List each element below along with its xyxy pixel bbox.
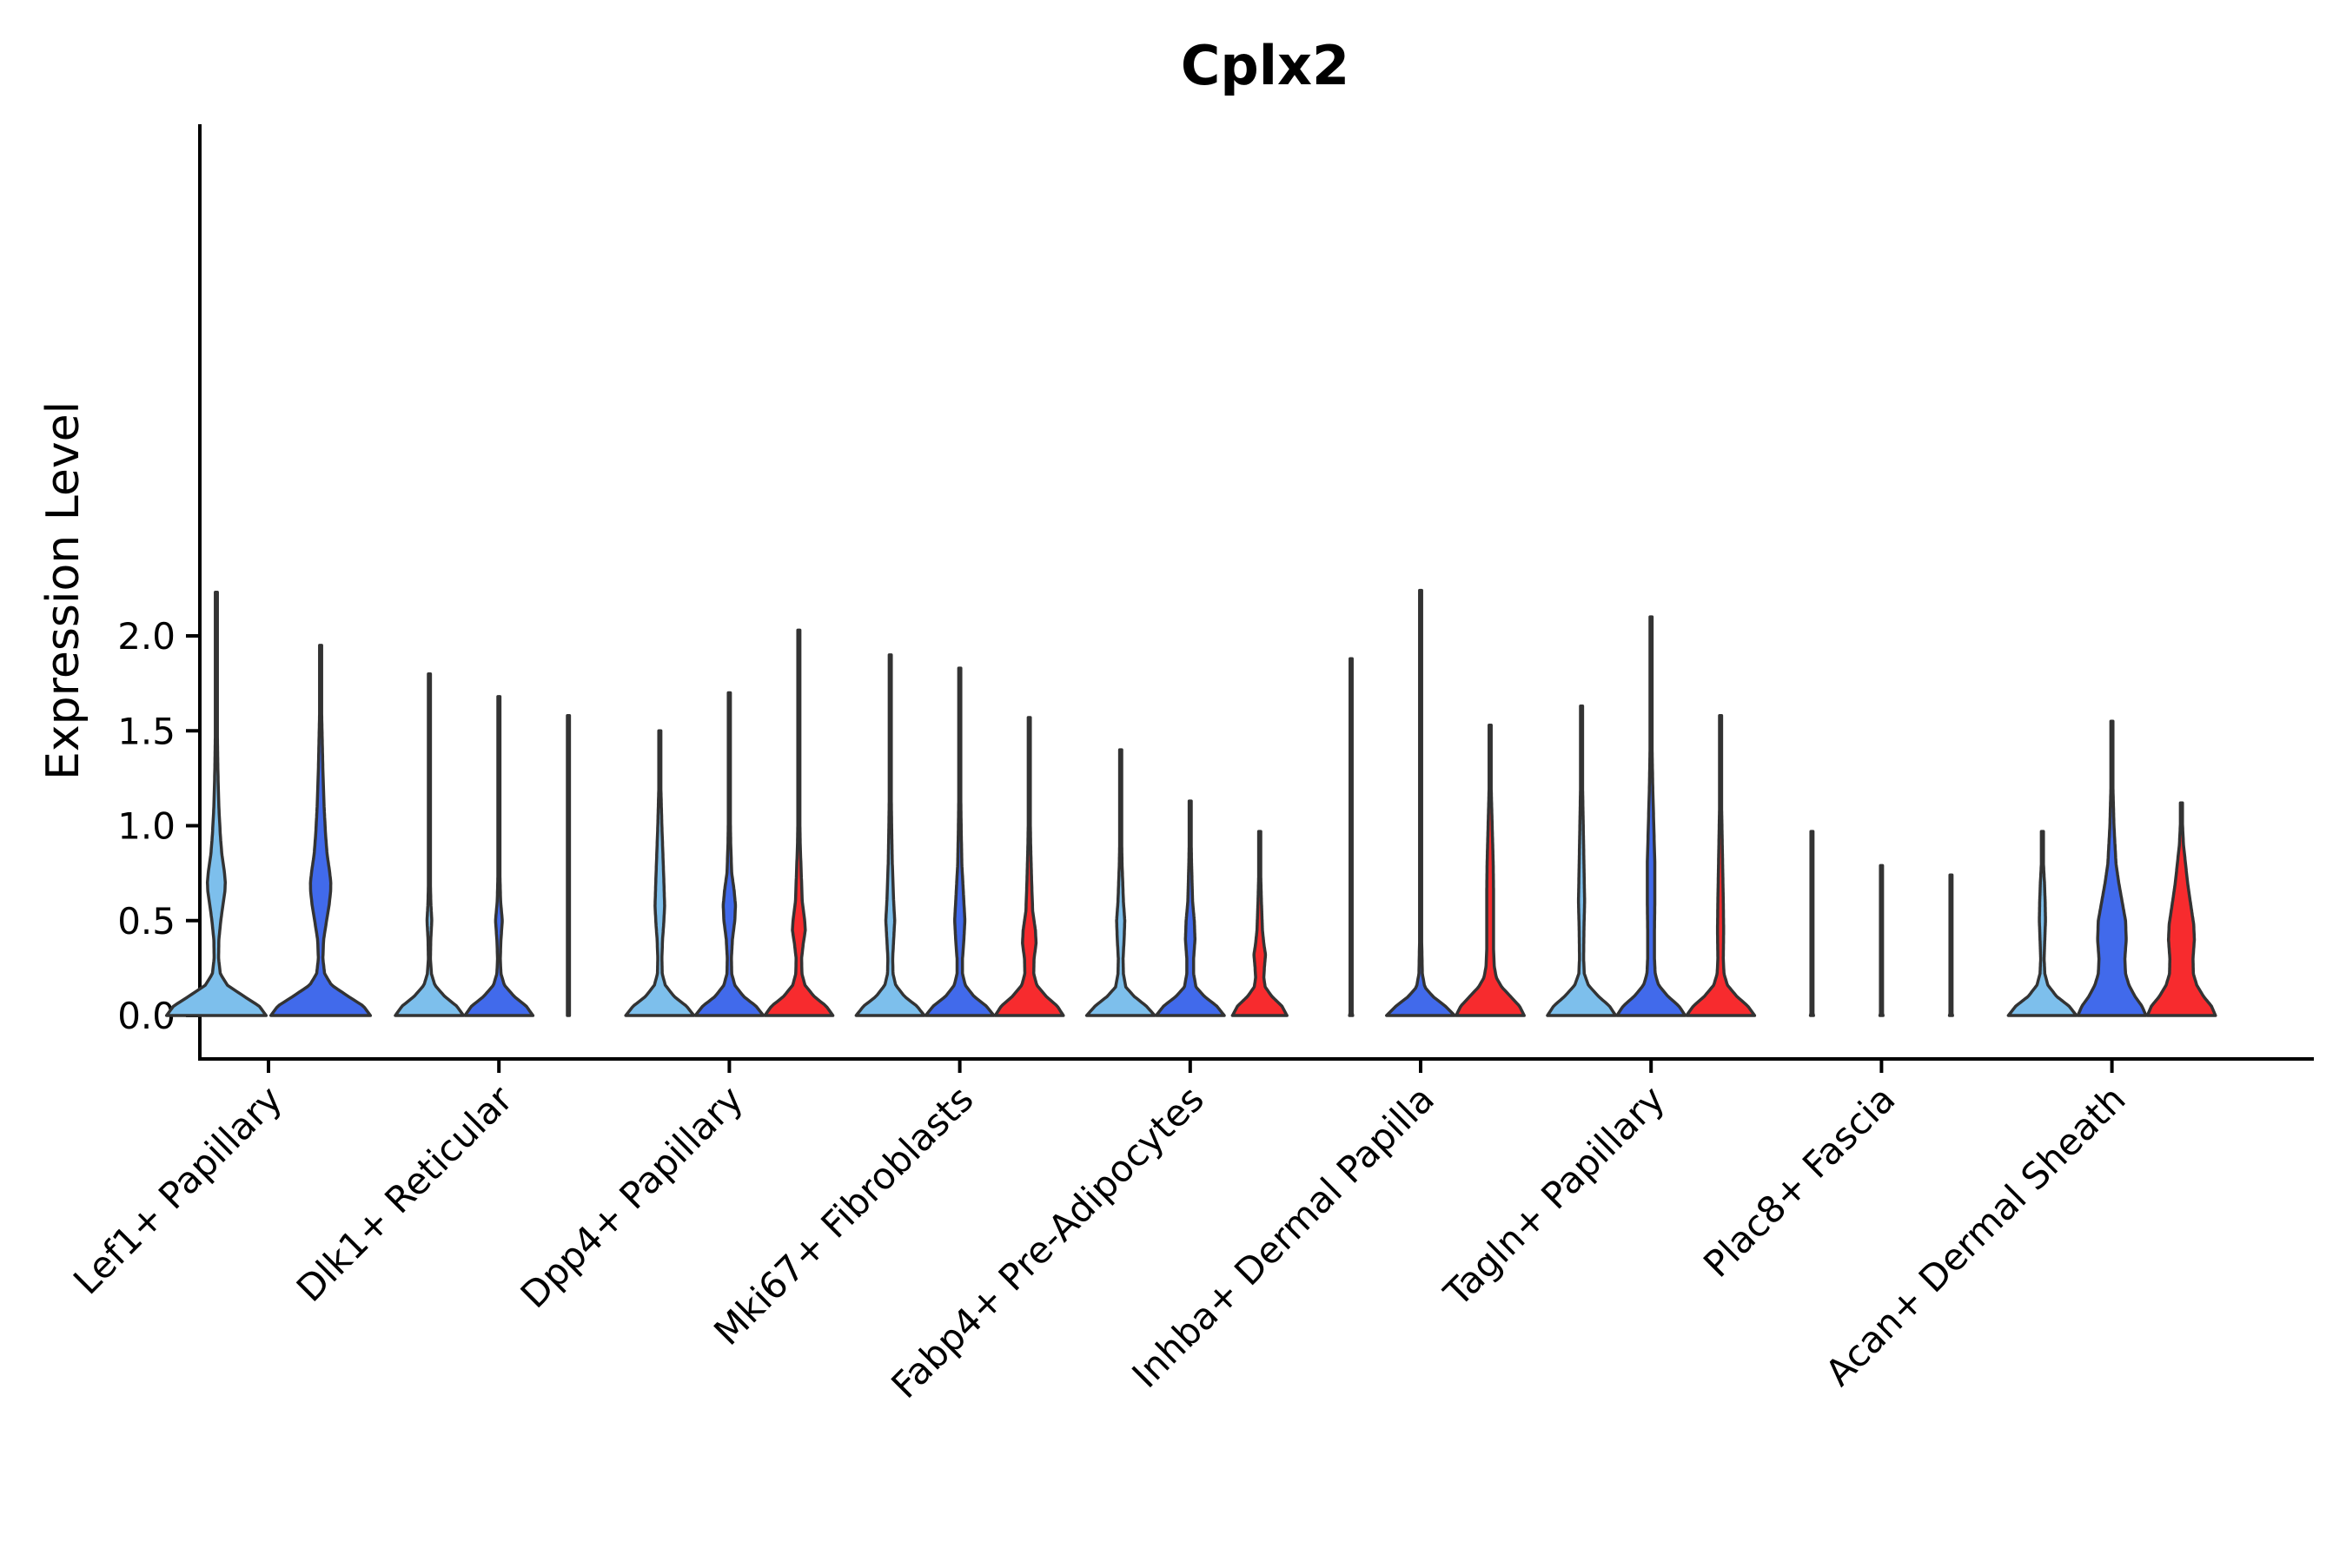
x-tick-label: Mki67+ Fibroblasts [706,1077,981,1353]
violin-acan-dermal-sheath-3 [2145,801,2217,1017]
violin-fabp4-pre-adipocytes-3 [1230,830,1289,1017]
violin-mki67-fibroblasts-1 [854,653,926,1017]
violin-fabp4-pre-adipocytes-1 [1084,748,1156,1017]
chart-title: Cplx2 [1181,34,1349,97]
violin-dlk1-reticular-3 [566,714,572,1017]
violin-fabp4-pre-adipocytes-2 [1154,799,1226,1017]
violin-mki67-fibroblasts-3 [993,716,1065,1017]
violin-dpp4-papillary-3 [763,628,835,1017]
violin-tagln-papillary-2 [1615,615,1687,1017]
violin-mki67-fibroblasts-2 [924,666,996,1017]
violin-inhba-dermal-papilla-1 [1348,657,1355,1017]
x-tick-label: Dlk1+ Reticular [288,1077,521,1310]
y-ticks: 0.00.51.01.52.0 [117,615,200,1037]
x-tick-label: Tagln+ Papillary [1435,1077,1673,1314]
violin-plac8-fascia-3 [1947,873,1954,1017]
x-tick-label: Lef1+ Papillary [65,1077,290,1302]
violin-lef1-papillary-2 [268,644,373,1017]
violin-tagln-papillary-3 [1685,714,1757,1017]
y-tick-label: 1.5 [117,710,176,752]
violin-acan-dermal-sheath-1 [2006,830,2078,1017]
y-tick-label: 0.5 [117,900,176,943]
violin-dlk1-reticular-2 [463,695,535,1017]
violin-inhba-dermal-papilla-3 [1455,723,1526,1017]
violin-lef1-papillary-1 [164,590,268,1017]
violins-layer [164,588,2217,1017]
y-axis-label: Expression Level [37,401,89,780]
x-tick-label: Plac8+ Fascia [1695,1077,1903,1285]
violin-dpp4-papillary-2 [693,691,765,1017]
violin-acan-dermal-sheath-2 [2076,719,2148,1017]
y-tick-label: 2.0 [117,615,176,658]
violin-inhba-dermal-papilla-2 [1385,588,1456,1017]
violin-dlk1-reticular-1 [394,672,466,1017]
x-tick-label: Dpp4+ Papillary [513,1077,752,1316]
violin-plac8-fascia-1 [1808,830,1815,1017]
violin-plac8-fascia-2 [1878,863,1885,1017]
violin-dpp4-papillary-1 [624,729,696,1017]
y-tick-label: 1.0 [117,805,176,848]
violin-tagln-papillary-1 [1546,705,1618,1017]
